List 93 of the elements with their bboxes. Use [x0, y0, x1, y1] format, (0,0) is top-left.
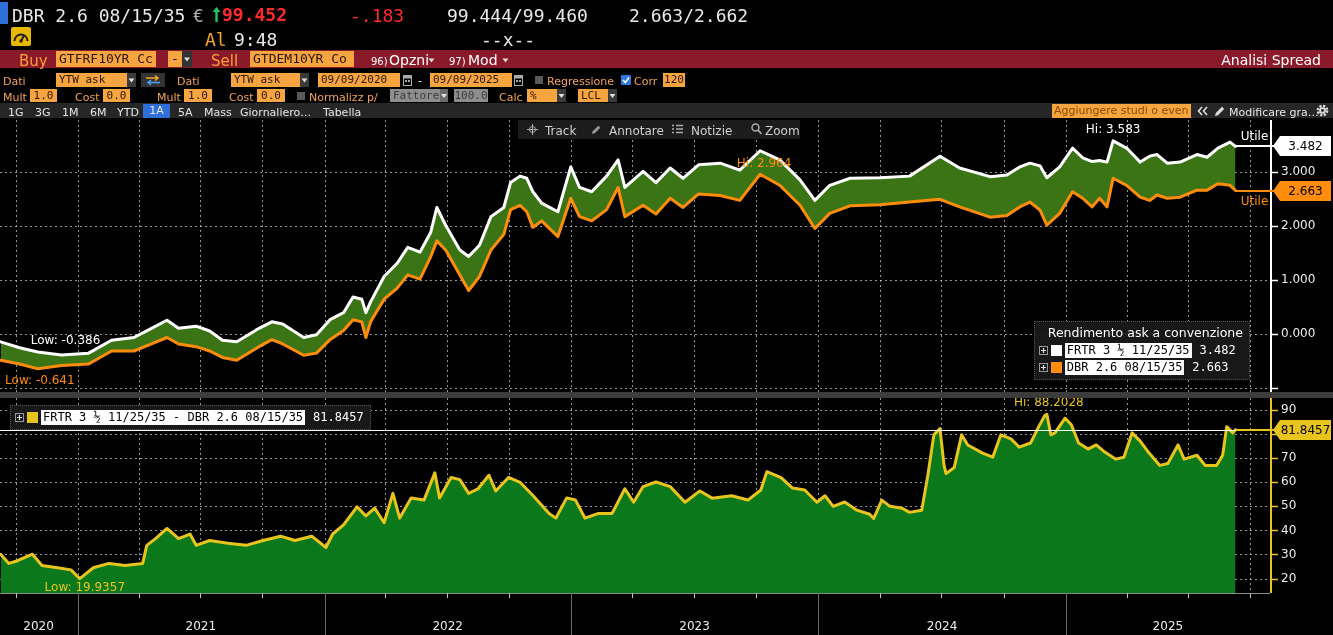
text: 1.0 — [184, 89, 212, 102]
data-label: 81.8457 — [1280, 422, 1331, 437]
legend-label: DBR 2.6 08/15/35 — [1064, 360, 1185, 375]
y-tick-label: 40 — [1281, 522, 1297, 537]
text: 100.0 — [454, 89, 488, 102]
text: 6M — [90, 106, 107, 119]
x-tick-label: 2023 — [679, 619, 710, 634]
text: 5A — [178, 106, 193, 119]
text: Corr — [634, 75, 658, 88]
text: 3G — [35, 106, 51, 119]
text: Dati — [3, 75, 26, 88]
annotation: Notizie — [691, 124, 733, 138]
text: 99.444/99.460 — [447, 5, 588, 26]
annotation: Low: -0.641 — [5, 372, 75, 387]
chart-title: DBR 2.6 08/15/35 — [12, 5, 186, 26]
text: 3.482 — [1199, 343, 1236, 357]
text: Sell — [211, 52, 239, 70]
text: € — [193, 5, 204, 26]
text: Mod — [468, 52, 498, 68]
text: 99.452 — [222, 4, 288, 25]
text: Aggiungere studi o even — [1052, 104, 1191, 118]
text: YTW ask — [56, 73, 127, 87]
text: 1G — [8, 106, 24, 119]
text: -.183 — [350, 5, 405, 26]
y-tick-label: 3.000 — [1281, 164, 1316, 179]
text: Tabella — [323, 106, 362, 119]
text: 1M — [62, 106, 79, 119]
text: LCL — [578, 89, 608, 102]
annotation: Track — [545, 124, 577, 138]
text: 0.0 — [257, 89, 285, 102]
y-tick-label: 60 — [1281, 474, 1297, 489]
text: 1.0 — [30, 89, 57, 102]
text: Normalizz p/ — [309, 91, 378, 104]
text: 9:48 — [234, 29, 278, 50]
text: YTD — [117, 106, 139, 119]
chart-subtitle: Analisi Spread — [1221, 52, 1321, 68]
text: GTDEM10YR Co — [250, 51, 354, 67]
legend-label: FRTR 3 ½ 11/25/35 - DBR 2.6 08/15/35 — [41, 410, 306, 425]
y-tick-label: 20 — [1281, 570, 1297, 585]
text: Mult — [157, 91, 181, 104]
legend-label: FRTR 3 ½ 11/25/35 — [1064, 343, 1192, 358]
text: Mass — [204, 106, 232, 119]
annotation: Annotare — [609, 124, 664, 138]
y-tick-label: 1.000 — [1281, 272, 1316, 287]
text: Modificare gra… — [1229, 106, 1319, 119]
x-tick-label: 2024 — [926, 619, 958, 634]
y-tick-label: 0.000 — [1281, 326, 1316, 341]
text: YTW ask — [231, 73, 300, 87]
x-tick-label: 2020 — [23, 619, 54, 634]
text: --x-- — [481, 29, 536, 50]
y-tick-label: 70 — [1281, 450, 1297, 465]
text: Buy — [19, 52, 48, 70]
y-tick-label: 30 — [1281, 546, 1297, 561]
text: % — [527, 89, 557, 102]
text: Regressione — [547, 75, 614, 88]
text: 1A — [143, 104, 170, 118]
text: Dati — [177, 75, 200, 88]
y-tick-label: 50 — [1281, 498, 1297, 513]
text: Al — [205, 29, 227, 50]
annotation: Utile — [1240, 129, 1269, 144]
text: - — [168, 51, 182, 67]
text: 120 — [663, 73, 685, 87]
text: 2.663/2.662 — [629, 5, 749, 26]
text: - — [418, 74, 422, 87]
annotation: Zoom — [765, 124, 800, 138]
annotation: Low: -0.386 — [30, 333, 101, 348]
text: Opzni — [389, 52, 430, 68]
data-label: 2.663 — [1288, 183, 1323, 198]
annotation: Low: 19.9357 — [44, 579, 126, 594]
text: Cost — [75, 91, 100, 104]
text: 09/09/2020 — [318, 73, 400, 87]
annotation: Utile — [1240, 193, 1269, 208]
text: Giornaliero… — [240, 106, 312, 119]
text: 96) — [371, 56, 388, 67]
text: Fattore — [390, 89, 443, 102]
data-label: 3.482 — [1288, 138, 1323, 153]
annotation: Hi: 3.583 — [1085, 122, 1141, 137]
text: 2.663 — [1192, 360, 1229, 374]
text: 97) — [449, 56, 466, 67]
text: GTFRF10YR Cc — [56, 51, 156, 67]
x-tick-label: 2022 — [432, 619, 463, 634]
legend-title: Rendimento ask a convenzione — [1047, 325, 1243, 340]
text: 0.0 — [103, 89, 130, 102]
y-tick-label: 2.000 — [1281, 218, 1316, 233]
text: Mult — [3, 91, 27, 104]
y-tick-label: 90 — [1281, 402, 1297, 417]
x-tick-label: 2025 — [1152, 619, 1184, 634]
x-tick-label: 2021 — [185, 619, 217, 634]
text: 09/09/2025 — [430, 73, 512, 87]
text: 81.8457 — [313, 410, 364, 424]
text: Calc — [499, 91, 523, 104]
annotation: Hi: 88.2028 — [1013, 395, 1084, 410]
text: Cost — [229, 91, 254, 104]
